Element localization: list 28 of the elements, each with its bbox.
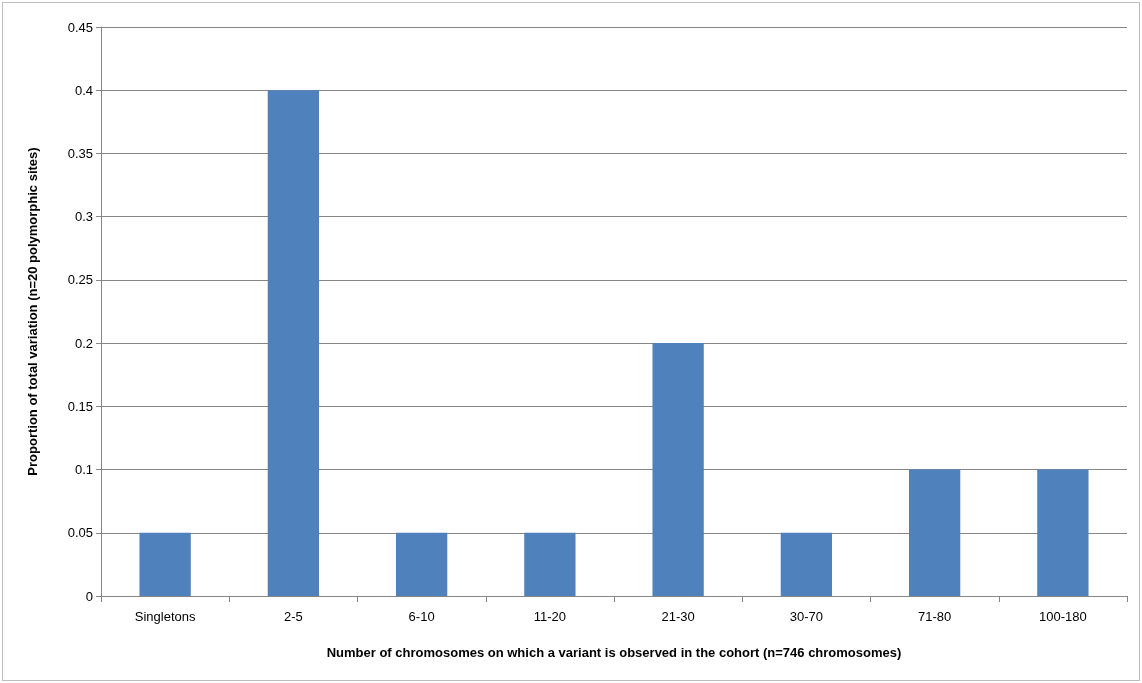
bar [780,532,833,596]
bar [908,469,961,596]
y-tick-label: 0 [85,588,93,604]
y-tick-label: 0.35 [67,145,93,161]
y-axis-title: Proportion of total variation (n=20 polymorphic sites) [25,147,40,476]
x-tick-label: 21-30 [661,609,695,624]
x-tick-label: 30-70 [789,609,823,624]
y-tick-label: 0.3 [74,209,93,225]
y-tick-label: 0.1 [74,462,93,478]
x-tick-label: 71-80 [918,609,952,624]
x-tick-label: 2-5 [283,609,303,624]
x-axis-title: Number of chromosomes on which a variant is observed in the cohort (n=746 chromosomes) [326,645,902,660]
bar [395,532,448,596]
y-tick-label: 0.15 [67,398,93,414]
x-tick-label: 6-10 [408,609,435,624]
x-tick-label: Singletons [134,609,196,624]
bar [1037,469,1089,596]
bar [524,532,576,596]
y-tick-label: 0.05 [67,525,93,541]
bar [652,343,704,596]
y-tick-label: 0.4 [74,82,93,98]
y-tick-label: 0.45 [67,19,93,35]
y-tick-label: 0.25 [67,272,93,288]
bar [267,90,320,596]
y-tick-label: 0.2 [74,335,93,351]
bar [139,532,191,596]
x-tick-label: 11-20 [533,609,567,624]
x-tick-label: 100-180 [1039,609,1087,624]
